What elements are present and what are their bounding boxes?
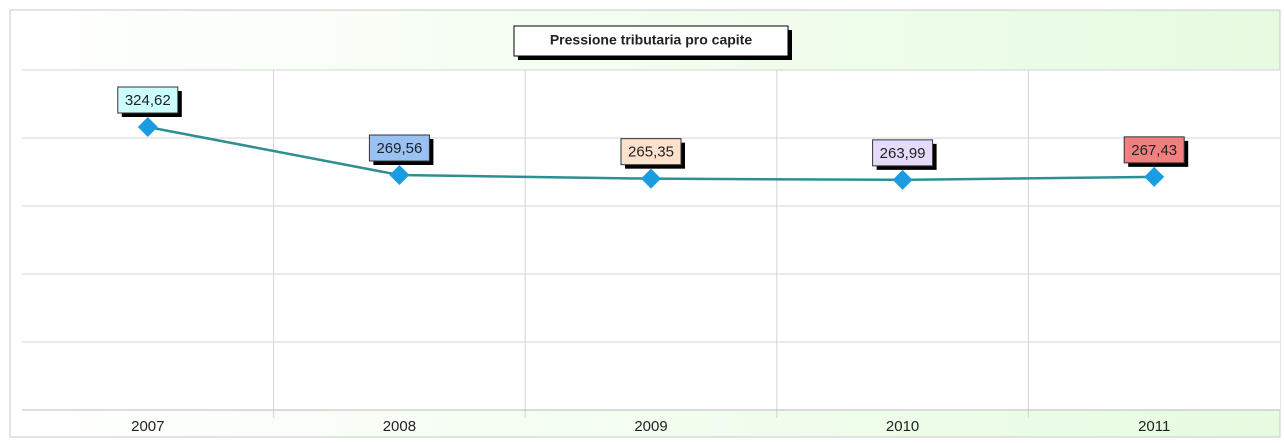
- chart-title: Pressione tributaria pro capite: [550, 32, 752, 48]
- data-label-box: [872, 139, 934, 167]
- marker: [389, 164, 410, 185]
- data-label-box: [368, 134, 430, 162]
- marker: [641, 168, 661, 189]
- x-tick-label: 2010: [886, 418, 919, 435]
- plot-area: [22, 70, 1280, 410]
- data-label: 269,56: [376, 140, 422, 157]
- data-label: 263,99: [880, 145, 926, 162]
- data-label: 265,35: [628, 144, 674, 161]
- x-tick-label: 2007: [131, 418, 164, 435]
- data-label-box: [1123, 136, 1185, 164]
- marker: [137, 116, 158, 137]
- marker: [892, 169, 913, 190]
- data-label: 267,43: [1131, 142, 1177, 159]
- x-tick-label: 2008: [383, 418, 416, 435]
- data-label: 324,62: [125, 92, 171, 109]
- x-tick-label: 2009: [634, 418, 667, 435]
- data-label-box: [117, 86, 179, 114]
- data-label-box: [620, 138, 682, 166]
- title-box: [513, 25, 789, 57]
- x-tick-label: 2011: [1138, 418, 1170, 435]
- marker: [1144, 166, 1165, 187]
